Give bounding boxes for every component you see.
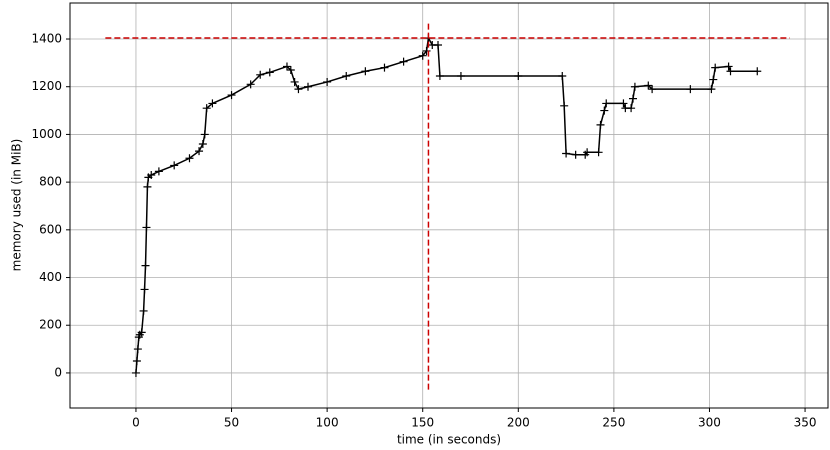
marker xyxy=(380,63,389,72)
x-tick-label: 0 xyxy=(132,416,140,430)
y-tick-label: 1200 xyxy=(31,79,62,93)
marker xyxy=(154,167,163,176)
marker xyxy=(726,67,735,76)
marker xyxy=(709,75,718,84)
y-tick-label: 200 xyxy=(39,318,62,332)
marker xyxy=(596,120,605,129)
marker xyxy=(571,150,580,159)
marker xyxy=(456,71,465,80)
marker xyxy=(282,62,291,71)
marker xyxy=(434,40,443,49)
marker xyxy=(133,345,142,354)
marker xyxy=(514,71,523,80)
marker xyxy=(304,82,313,91)
marker xyxy=(208,99,217,108)
x-tick-label: 150 xyxy=(411,416,434,430)
marker xyxy=(202,104,211,113)
marker xyxy=(170,161,179,170)
marker xyxy=(418,51,427,60)
marker xyxy=(141,261,150,270)
marker xyxy=(562,149,571,158)
marker xyxy=(594,148,603,157)
line xyxy=(135,35,758,373)
y-tick-label: 0 xyxy=(54,365,62,379)
marker xyxy=(147,170,156,179)
y-tick-label: 800 xyxy=(39,175,62,189)
marker xyxy=(137,328,146,337)
x-axis-label: time (in seconds) xyxy=(397,433,501,447)
marker xyxy=(290,77,299,86)
marker xyxy=(753,67,762,76)
marker xyxy=(143,182,152,191)
marker xyxy=(600,106,609,115)
marker xyxy=(361,67,370,76)
marker xyxy=(629,94,638,103)
y-tick-label: 1400 xyxy=(31,32,62,46)
marker xyxy=(644,81,653,90)
y-tick-label: 1000 xyxy=(31,127,62,141)
marker xyxy=(185,154,194,163)
marker xyxy=(132,357,141,366)
marker xyxy=(139,306,148,315)
y-tick-label: 600 xyxy=(39,222,62,236)
y-tick-label: 400 xyxy=(39,270,62,284)
marker xyxy=(399,57,408,66)
marker xyxy=(286,66,295,75)
marker xyxy=(435,71,444,80)
x-tick-label: 300 xyxy=(698,416,721,430)
x-tick-label: 200 xyxy=(507,416,530,430)
marker xyxy=(602,99,611,108)
x-tick-label: 350 xyxy=(794,416,817,430)
marker xyxy=(686,85,695,94)
marker xyxy=(200,130,209,139)
x-tick-label: 100 xyxy=(316,416,339,430)
marker xyxy=(648,85,657,94)
marker xyxy=(619,99,628,108)
x-tick-label: 50 xyxy=(224,416,239,430)
plot-frame xyxy=(69,2,829,409)
marker xyxy=(195,147,204,156)
marker xyxy=(131,368,140,377)
marker xyxy=(724,62,733,71)
marker xyxy=(560,101,569,110)
marker xyxy=(198,139,207,148)
x-tick-label: 250 xyxy=(602,416,625,430)
y-axis-label: memory used (in MiB) xyxy=(10,139,24,272)
marker xyxy=(265,68,274,77)
marker xyxy=(627,104,636,113)
marker xyxy=(630,82,639,91)
marker xyxy=(707,85,716,94)
marker xyxy=(142,223,151,232)
marker xyxy=(246,80,255,89)
marker xyxy=(342,71,351,80)
marker xyxy=(140,285,149,294)
marker xyxy=(583,148,592,157)
marker xyxy=(422,46,431,55)
marker xyxy=(294,85,303,94)
marker xyxy=(256,70,265,79)
marker xyxy=(227,91,236,100)
marker xyxy=(711,63,720,72)
marker xyxy=(558,71,567,80)
marker xyxy=(323,77,332,86)
